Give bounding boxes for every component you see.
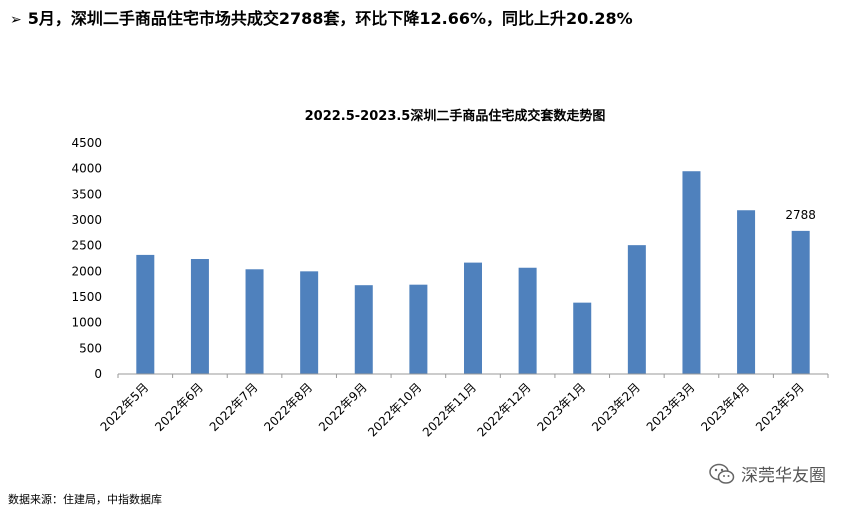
bar	[190, 259, 209, 374]
y-tick-label: 4000	[71, 162, 102, 176]
bar	[627, 245, 646, 374]
bar	[300, 271, 319, 374]
arrow-bullet-icon: ➢	[10, 12, 22, 28]
y-tick-label: 4500	[71, 136, 102, 150]
x-tick-label: 2022年8月	[261, 380, 315, 434]
bar	[354, 285, 373, 374]
y-tick-label: 2000	[71, 264, 102, 278]
x-tick-label: 2023年5月	[753, 380, 807, 434]
y-tick-label: 1500	[71, 290, 102, 304]
bar	[136, 254, 155, 374]
y-tick-label: 0	[94, 367, 102, 381]
bar	[682, 171, 701, 374]
x-tick-label: 2023年2月	[589, 380, 643, 434]
bar	[518, 267, 537, 374]
x-tick-label: 2022年12月	[474, 380, 533, 439]
wechat-icon	[709, 463, 735, 484]
y-tick-label: 3000	[71, 213, 102, 227]
bar	[573, 302, 592, 374]
y-tick-label: 500	[79, 341, 102, 355]
x-tick-label: 2022年11月	[420, 380, 479, 439]
bar	[409, 284, 428, 374]
chart-title: 2022.5-2023.5深圳二手商品住宅成交套数走势图	[305, 108, 606, 124]
x-tick-label: 2022年9月	[316, 380, 370, 434]
x-tick-label: 2022年10月	[365, 380, 424, 439]
y-tick-label: 1000	[71, 316, 102, 330]
x-tick-label: 2022年7月	[207, 380, 261, 434]
bar	[245, 269, 264, 374]
bar	[464, 262, 482, 374]
y-tick-label: 2500	[71, 239, 102, 253]
headline-text: 5月，深圳二手商品住宅市场共成交2788套，环比下降12.66%，同比上升20.…	[27, 9, 633, 28]
bar	[791, 230, 810, 374]
watermark: 深莞华友圈	[709, 461, 826, 486]
data-label: 2788	[785, 208, 816, 222]
x-tick-label: 2022年5月	[98, 380, 152, 434]
x-tick-label: 2023年1月	[534, 380, 588, 434]
bar	[737, 210, 756, 374]
data-source-note: 数据来源：住建局，中指数据库	[8, 493, 162, 506]
y-tick-label: 3500	[71, 187, 102, 201]
x-tick-label: 2023年3月	[644, 380, 698, 434]
watermark-text: 深莞华友圈	[741, 466, 826, 486]
x-tick-label: 2023年4月	[698, 380, 752, 434]
x-tick-label: 2022年6月	[152, 380, 206, 434]
headline: ➢ 5月，深圳二手商品住宅市场共成交2788套，环比下降12.66%，同比上升20…	[10, 5, 633, 29]
